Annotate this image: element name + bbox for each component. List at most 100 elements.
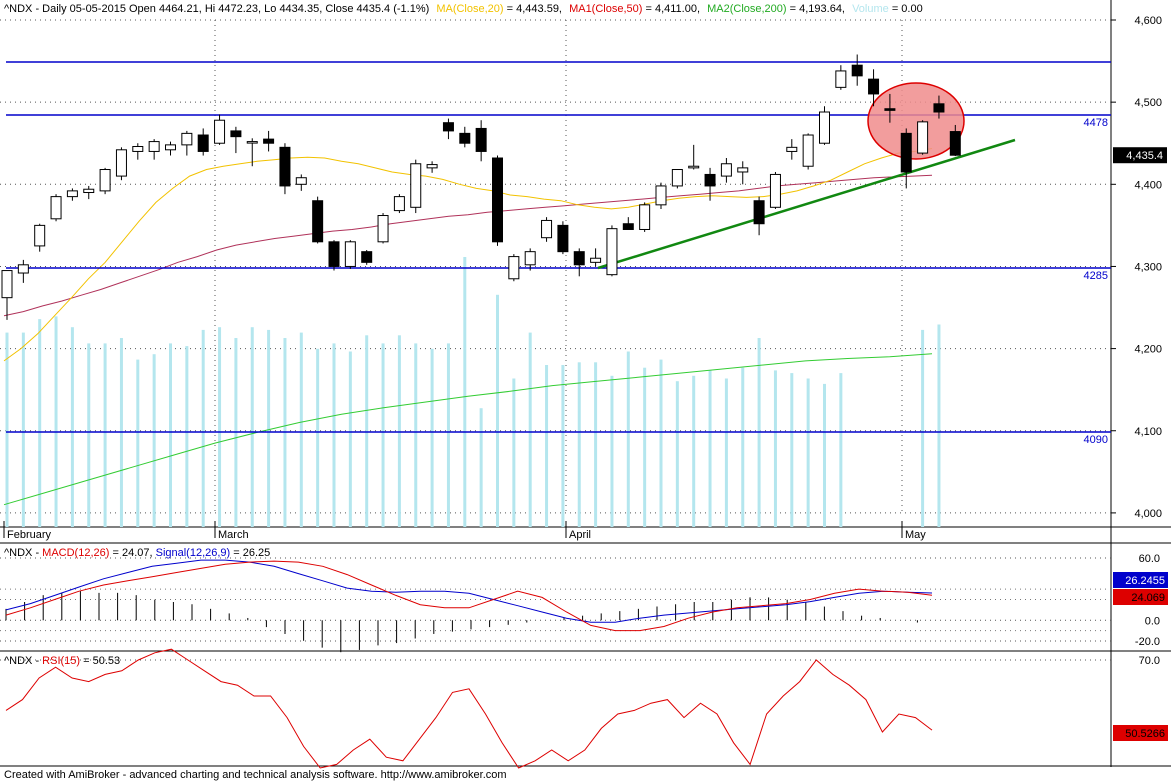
candle-body	[361, 251, 373, 263]
macd-tick-label: 60.0	[1139, 553, 1160, 565]
rsi-line	[5, 648, 933, 769]
candle-body	[1, 270, 13, 299]
candle-body	[573, 251, 585, 266]
price-tick-label: 4,000	[1134, 508, 1162, 520]
candle-body	[802, 134, 814, 167]
macd-header-signal-value: = 26.25	[230, 547, 270, 559]
candle-body	[933, 103, 945, 113]
candle-body	[655, 185, 667, 206]
volume-bar	[479, 408, 483, 527]
volume-bar	[496, 294, 499, 527]
volume-bar	[561, 365, 565, 527]
volume-bar	[5, 332, 9, 527]
rsi-panel: 70.0 50.5266	[0, 648, 1168, 769]
macd-header-signal-label: Signal(12,26,9)	[156, 547, 231, 559]
candle-body	[165, 144, 176, 151]
candle-body	[508, 256, 520, 280]
candle-body	[541, 219, 553, 239]
candle-body	[34, 224, 46, 247]
rsi-value-label: 50.5266	[1125, 728, 1165, 740]
volume-bar	[381, 343, 385, 527]
header-ma50-value: = 4,411.00,	[642, 3, 700, 15]
candle-body	[230, 130, 242, 138]
candle-body	[786, 146, 798, 152]
volume-bar	[692, 375, 696, 527]
macd-panel: 60.0 0.0 -20.0 26.2455 24.069	[0, 553, 1168, 653]
volume-bar	[594, 362, 598, 527]
month-label: April	[569, 529, 591, 541]
volume-bar	[54, 316, 58, 527]
volume-bar	[299, 332, 303, 527]
candle-body	[557, 224, 569, 253]
signal-value-tag	[1113, 572, 1168, 588]
signal-value-label: 26.2455	[1125, 575, 1165, 587]
ma20-line	[3, 148, 933, 362]
rsi-header-prefix: ^NDX -	[4, 655, 42, 667]
candles	[1, 54, 961, 320]
candle-body	[949, 131, 961, 156]
macd-header-macd-label: MACD(12,26)	[42, 547, 109, 559]
candle-body	[900, 132, 912, 173]
volume-bar	[528, 332, 532, 527]
volume-bar	[103, 343, 107, 527]
level-label: 4478	[1084, 117, 1108, 129]
header-symbol: ^NDX - Daily 05-05-2015 Open 4464.21, Hi…	[4, 3, 429, 15]
header-ma200-value: = 4,193.64,	[787, 3, 845, 15]
volume-bar	[201, 329, 205, 527]
candle-body	[99, 169, 111, 192]
candle-body	[181, 132, 193, 146]
month-label: February	[7, 529, 52, 541]
volume-bar	[414, 343, 418, 527]
price-header: ^NDX - Daily 05-05-2015 Open 4464.21, Hi…	[4, 3, 923, 15]
rsi-header-value: = 50.53	[80, 655, 120, 667]
candle-body	[917, 121, 929, 154]
candle-body	[459, 132, 471, 144]
header-volume-value: = 0.00	[889, 3, 923, 15]
volume-bar	[823, 383, 826, 527]
ma200-line	[3, 353, 933, 506]
volume-bar	[267, 329, 271, 527]
header-ma20-value: = 4,443.59,	[504, 3, 562, 15]
volume-bar	[38, 319, 42, 527]
horizontal-levels: 4478 4285 4090	[6, 61, 1111, 446]
volume-bar	[675, 381, 679, 527]
volume-bar	[250, 327, 254, 527]
price-tick-label: 4,200	[1134, 344, 1162, 356]
macd-header-prefix: ^NDX -	[4, 547, 42, 559]
candle-body	[148, 141, 160, 152]
price-tick-label: 4,100	[1134, 426, 1162, 438]
volume-bar	[724, 378, 728, 527]
candle-body	[377, 215, 389, 243]
rsi-value-tag	[1113, 725, 1168, 741]
volume-bar	[348, 351, 352, 527]
signal-line	[5, 559, 933, 623]
volume-bar	[545, 365, 549, 527]
candle-body	[410, 163, 422, 208]
candle-body	[214, 119, 226, 144]
candle-body	[475, 127, 487, 152]
volume-bar	[218, 327, 222, 527]
header-ma20-label: MA(Close,20)	[436, 3, 503, 15]
macd-header: ^NDX - MACD(12,26) = 24.07, Signal(12,26…	[4, 547, 270, 559]
volume-bar	[446, 343, 450, 527]
current-price-tag	[1113, 147, 1167, 164]
candle-body	[688, 165, 700, 169]
candle-body	[426, 164, 438, 169]
macd-header-macd-value: = 24.07,	[109, 547, 155, 559]
volume-bars	[5, 257, 941, 527]
month-label: May	[905, 529, 926, 541]
current-price-label: 4,435.4	[1126, 150, 1163, 162]
header-ma50-label: MA1(Close,50)	[569, 3, 642, 15]
volume-bar	[659, 359, 663, 527]
rsi-header: ^NDX - RSI(15) = 50.53	[4, 655, 120, 667]
volume-bar	[937, 324, 941, 527]
volume-bar	[626, 351, 630, 527]
price-tick-label: 4,500	[1134, 97, 1162, 109]
macd-tick-label: -20.0	[1135, 636, 1160, 648]
candle-body	[312, 200, 324, 243]
candle-body	[197, 134, 209, 152]
candle-body	[295, 177, 307, 185]
volume-bar	[773, 370, 777, 527]
candle-body	[328, 241, 340, 267]
level-label: 4090	[1084, 434, 1108, 446]
